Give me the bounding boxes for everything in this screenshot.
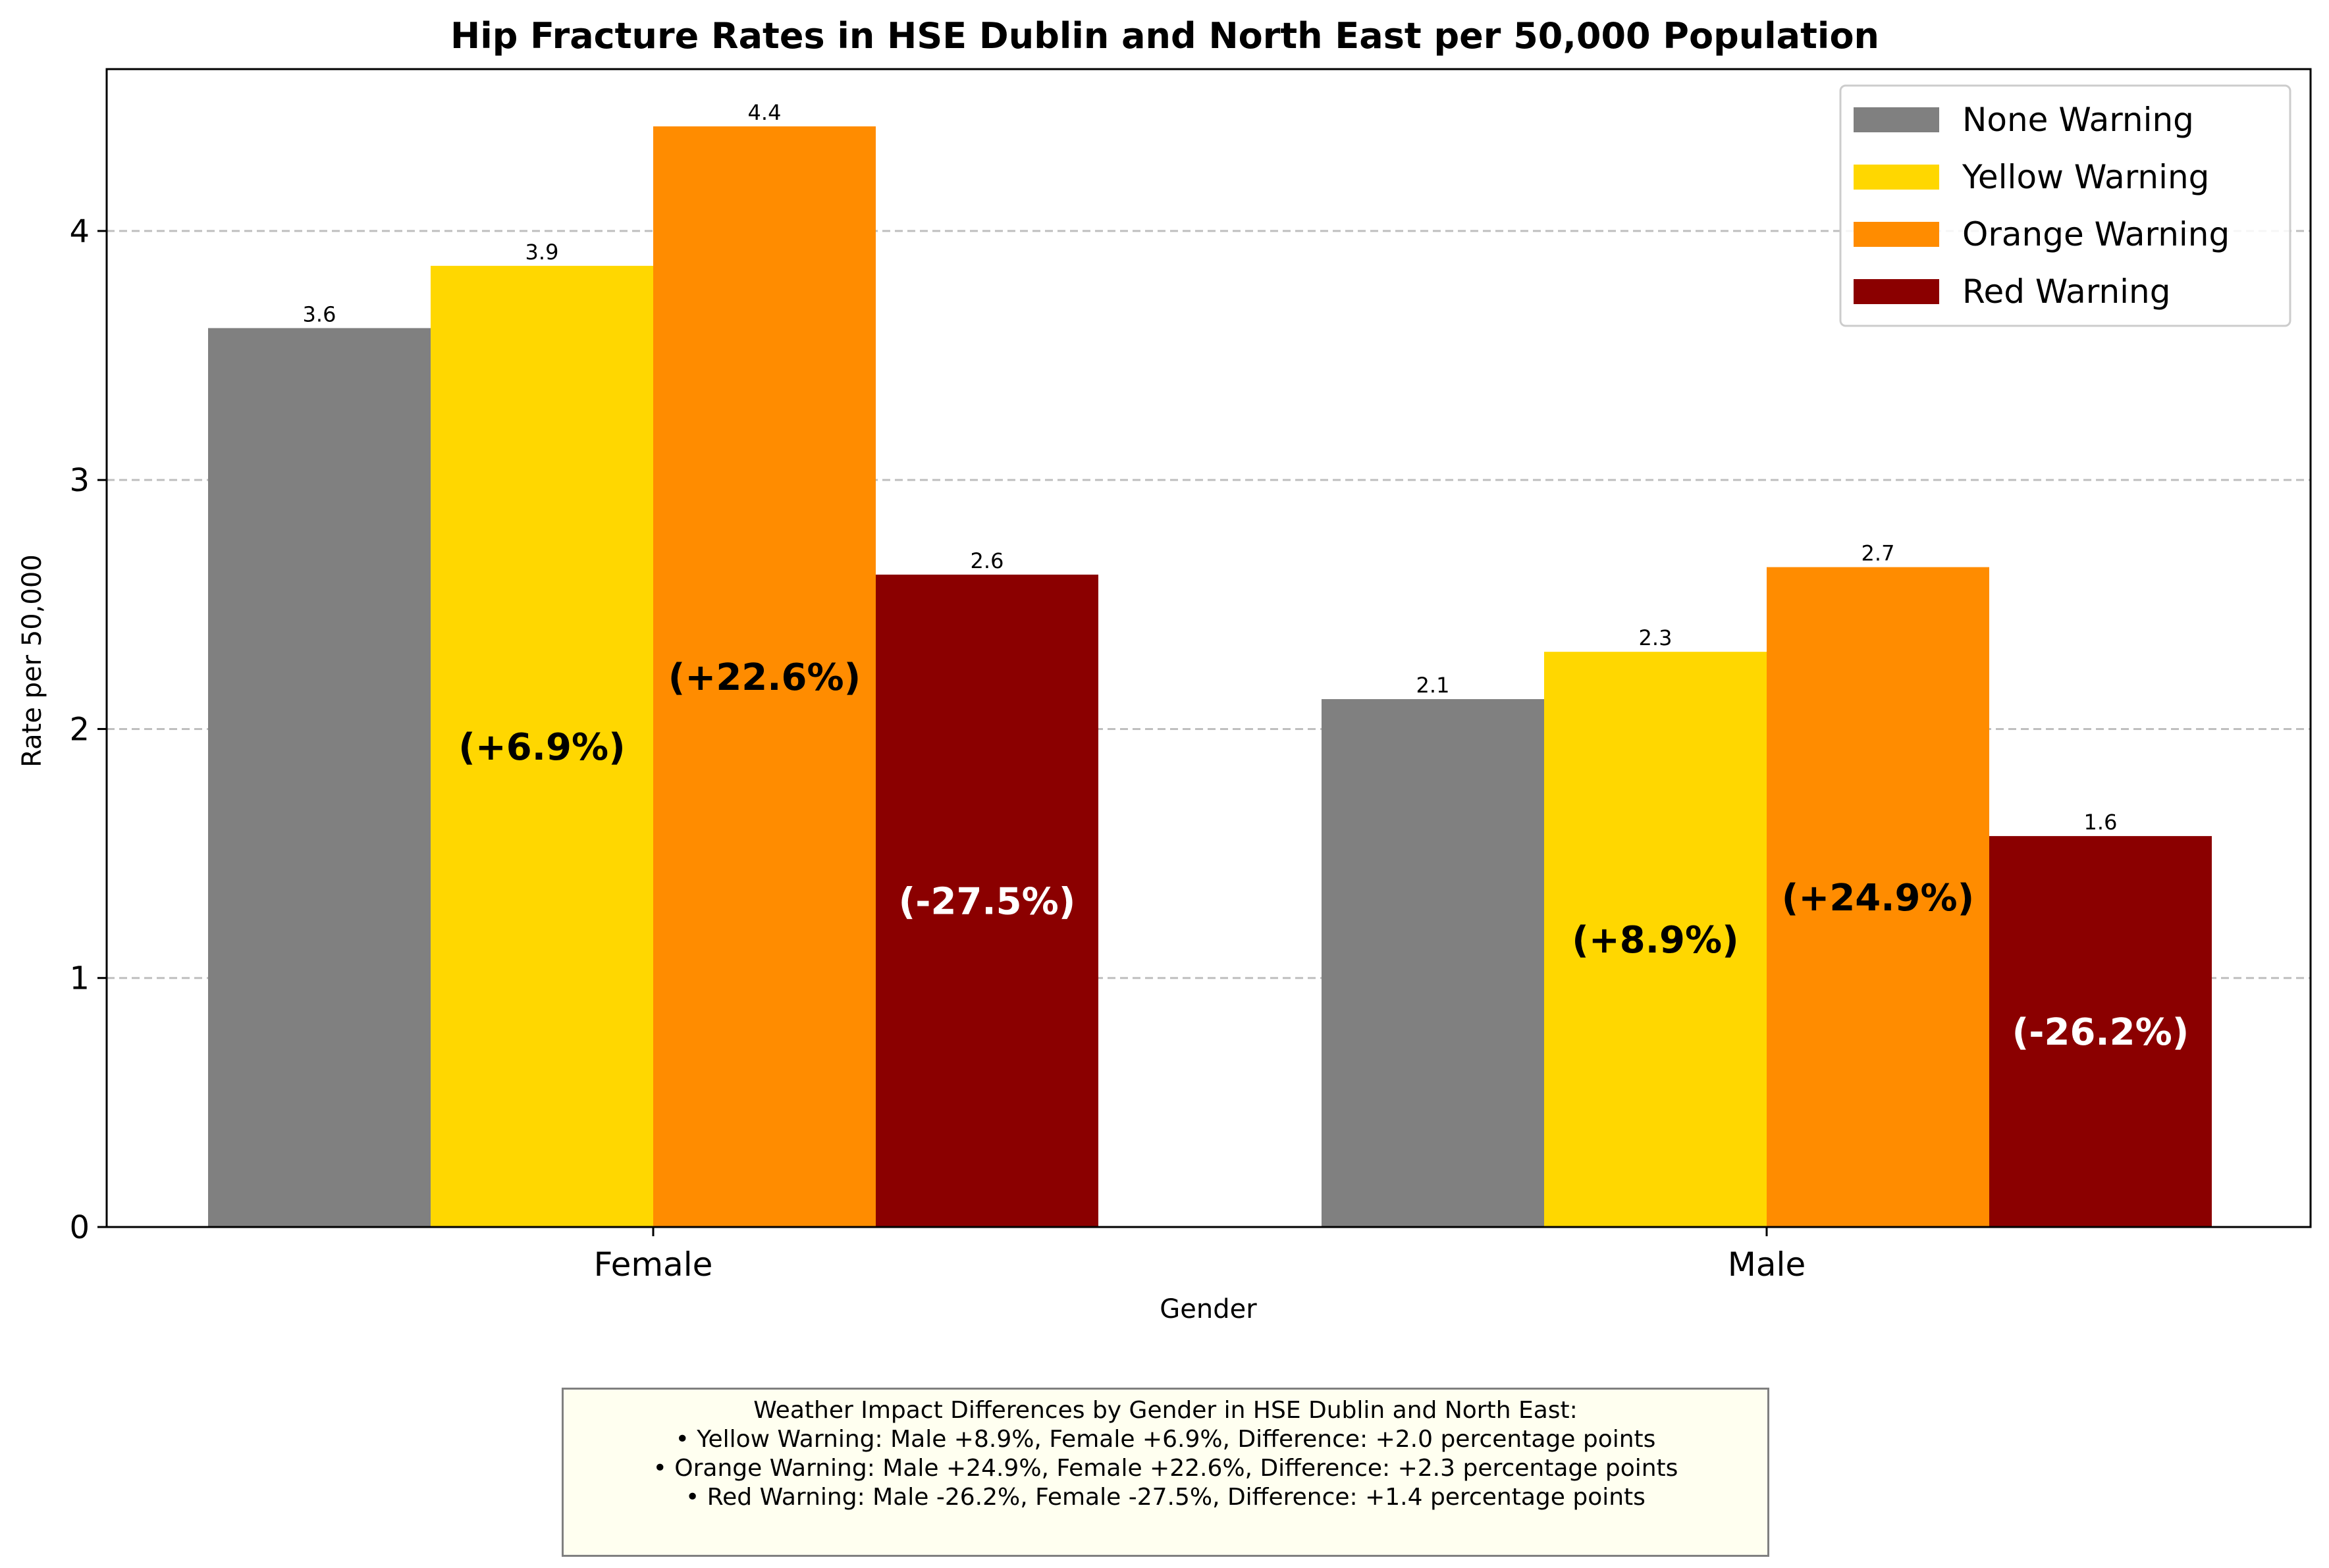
annotation-line-red: • Red Warning: Male -26.2%, Female -27.5…: [685, 1484, 1646, 1511]
bar-orange-warning-female: [653, 126, 876, 1228]
bar-change-label: (+24.9%): [1782, 877, 1974, 920]
bar-change-label: (+22.6%): [668, 656, 861, 699]
x-axis-label: Gender: [1160, 1294, 1257, 1324]
legend-label: Red Warning: [1962, 273, 2170, 311]
annotation-box: Weather Impact Differences by Gender in …: [562, 1388, 1769, 1557]
legend-label: Yellow Warning: [1962, 158, 2209, 196]
bar-value-label: 2.1: [1416, 673, 1450, 698]
y-tick-label: 0: [69, 1209, 90, 1246]
legend-swatch-yellow-warning: [1854, 165, 1939, 190]
bar-red-warning-male: [1989, 836, 2212, 1227]
bar-red-warning-female: [876, 574, 1098, 1227]
bar-change-label: (+6.9%): [458, 726, 625, 769]
y-tick-label: 3: [69, 462, 90, 499]
bar-change-label: (-27.5%): [899, 880, 1076, 923]
y-tick-label: 4: [69, 213, 90, 250]
plot-frame: [105, 68, 2312, 1228]
y-axis-label: Rate per 50,000: [17, 554, 47, 768]
bar-value-label: 2.3: [1639, 625, 1673, 650]
annotation-heading: Weather Impact Differences by Gender in …: [753, 1397, 1578, 1424]
bar-value-label: 3.9: [525, 240, 559, 265]
bar-none-warning-female: [208, 328, 431, 1227]
chart-title: Hip Fracture Rates in HSE Dublin and Nor…: [450, 15, 1879, 57]
annotation-line-yellow: • Yellow Warning: Male +8.9%, Female +6.…: [675, 1426, 1656, 1453]
legend-swatch-red-warning: [1854, 279, 1939, 304]
bar-value-label: 4.4: [748, 100, 782, 125]
x-tick-label: Female: [594, 1245, 713, 1284]
x-tick-label: Male: [1728, 1245, 1806, 1284]
y-tick-label: 1: [69, 960, 90, 997]
legend-label: None Warning: [1962, 101, 2194, 139]
legend-swatch-none-warning: [1854, 107, 1939, 132]
legend-box: [1839, 84, 2291, 327]
bar-yellow-warning-male: [1544, 652, 1767, 1227]
bar-orange-warning-male: [1767, 567, 1989, 1227]
bar-change-label: (-26.2%): [2012, 1011, 2189, 1054]
bar-value-label: 2.6: [971, 548, 1004, 573]
bar-value-label: 3.6: [303, 301, 336, 327]
bar-value-label: 2.7: [1861, 541, 1895, 566]
bar-change-label: (+8.9%): [1572, 919, 1738, 962]
bar-value-label: 1.6: [2084, 810, 2118, 835]
legend-label: Orange Warning: [1962, 215, 2230, 253]
bar-yellow-warning-female: [431, 265, 653, 1228]
annotation-line-orange: • Orange Warning: Male +24.9%, Female +2…: [653, 1455, 1678, 1482]
bar-none-warning-male: [1322, 699, 1544, 1227]
legend-swatch-orange-warning: [1854, 222, 1939, 247]
y-tick-label: 2: [69, 711, 90, 748]
